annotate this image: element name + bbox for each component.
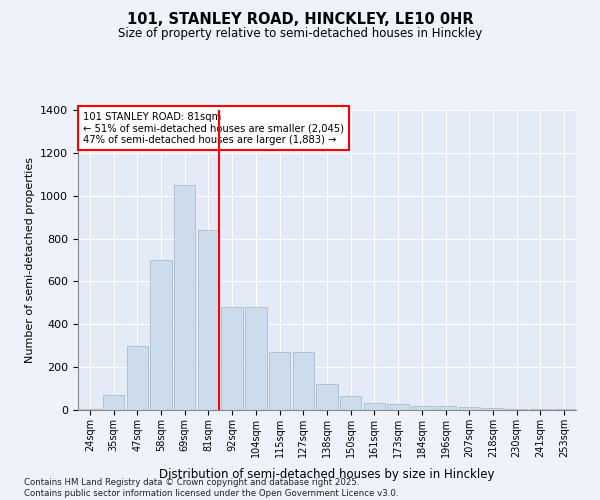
Bar — [435, 406, 456, 410]
Bar — [411, 406, 433, 410]
Bar — [245, 307, 266, 410]
Bar — [506, 408, 527, 410]
Bar — [482, 408, 503, 410]
Bar — [79, 409, 101, 410]
Bar — [530, 409, 551, 410]
Bar — [198, 230, 219, 410]
Bar — [388, 404, 409, 410]
Bar — [293, 352, 314, 410]
Text: Contains HM Land Registry data © Crown copyright and database right 2025.
Contai: Contains HM Land Registry data © Crown c… — [24, 478, 398, 498]
Bar — [364, 402, 385, 410]
Bar — [316, 384, 338, 410]
Bar — [127, 346, 148, 410]
Bar — [269, 352, 290, 410]
Bar — [103, 395, 124, 410]
Text: Size of property relative to semi-detached houses in Hinckley: Size of property relative to semi-detach… — [118, 28, 482, 40]
Y-axis label: Number of semi-detached properties: Number of semi-detached properties — [25, 157, 35, 363]
Bar — [340, 396, 361, 410]
Bar — [151, 260, 172, 410]
Bar — [458, 407, 480, 410]
Bar — [221, 307, 243, 410]
X-axis label: Distribution of semi-detached houses by size in Hinckley: Distribution of semi-detached houses by … — [159, 468, 495, 481]
Text: 101 STANLEY ROAD: 81sqm
← 51% of semi-detached houses are smaller (2,045)
47% of: 101 STANLEY ROAD: 81sqm ← 51% of semi-de… — [83, 112, 344, 144]
Bar — [174, 185, 196, 410]
Text: 101, STANLEY ROAD, HINCKLEY, LE10 0HR: 101, STANLEY ROAD, HINCKLEY, LE10 0HR — [127, 12, 473, 28]
